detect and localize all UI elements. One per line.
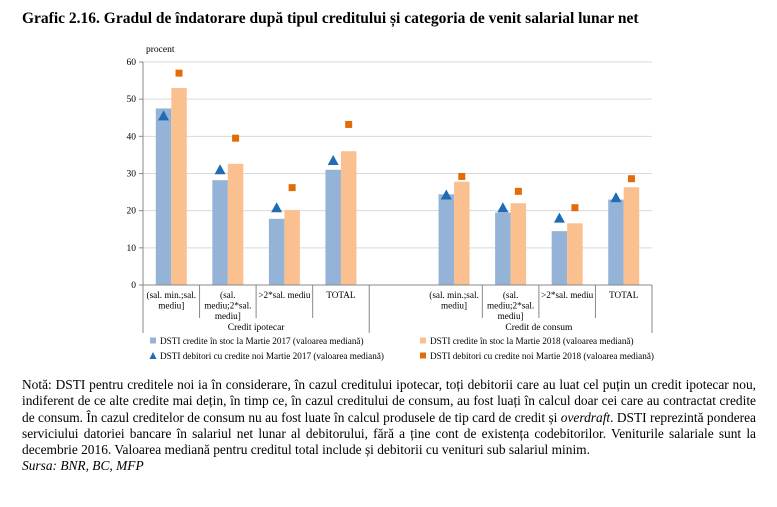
y-tick-label: 40 [127,132,137,142]
dsti-chart: 0 10 20 30 40 50 60 procent (sal. min.;sal. med… [127,45,655,361]
marker-new-2018 [232,134,240,142]
marker-new-2018 [288,184,296,192]
group-label: Credit ipotecar [228,323,286,333]
legend-swatch [420,337,426,344]
bar-stock-2017 [608,199,624,285]
marker-new-2017 [158,110,170,121]
bar-stock-2018 [171,88,187,286]
y-tick-label: 10 [127,244,137,254]
marker-new-2017 [610,192,622,203]
marker-new-2017 [327,154,339,165]
bar-stock-2017 [551,231,568,285]
marker-new-2017 [271,202,283,213]
marker-new-2018 [345,120,353,128]
category-label: TOTAL [326,290,356,300]
bar-stock-2018 [623,187,640,285]
markers [158,69,635,223]
note-text-part1: Notă: DSTI pentru creditele noi ia în co… [22,377,756,425]
bar-stock-2018 [510,203,527,285]
marker-new-2018 [458,172,466,180]
bar-stock-2018 [454,181,470,285]
legend-item: DSTI debitori cu credite noi Martie 2018… [420,351,654,361]
category-label: >2*sal. mediu [541,290,594,300]
legend-label: DSTI debitori cu credite noi Martie 2017… [160,351,384,361]
bar-stock-2018 [284,209,300,285]
bar-stock-2017 [438,194,455,285]
bar-stock-2018 [227,163,244,285]
group-label: Credit de consum [505,323,573,333]
note-paragraph: Notă: DSTI pentru creditele noi ia în co… [22,377,756,458]
y-tick-label: 30 [127,170,137,180]
chart-notes: Notă: DSTI pentru creditele noi ia în co… [22,377,756,475]
legend-swatch [149,352,157,359]
marker-new-2017 [497,202,509,213]
bar-stock-2018 [340,151,357,285]
category-label: >2*sal. mediu [258,290,311,300]
legend-swatch [150,337,156,344]
legend: DSTI credite în stoc la Martie 2017 (val… [149,336,654,361]
y-tick-label: 60 [127,58,137,68]
note-text-italic: overdraft [560,409,611,425]
marker-new-2018 [514,187,522,195]
category-label: (sal. min.;sal. mediu] [147,290,197,311]
marker-new-2017 [440,189,452,200]
marker-new-2017 [214,164,226,175]
y-tick-label: 0 [131,281,136,291]
source-line: Sursa: BNR, BC, MFP [22,458,144,474]
bar-stock-2017 [268,218,285,285]
marker-new-2017 [553,212,565,223]
x-axis: (sal. min.;sal. mediu] (sal. mediu;2*sal. me… [142,284,653,333]
y-axis-label: procent [146,45,175,55]
legend-item: DSTI debitori cu credite noi Martie 2017… [149,351,384,361]
legend-item: DSTI credite în stoc la Martie 2018 (val… [420,336,634,346]
chart-title: Grafic 2.16. Gradul de îndatorare după t… [22,10,639,27]
legend-swatch [420,352,426,359]
legend-item: DSTI credite în stoc la Martie 2017 (val… [150,336,364,346]
marker-new-2018 [571,204,579,212]
y-tick-label: 20 [127,207,137,217]
legend-label: DSTI debitori cu credite noi Martie 2018… [430,351,654,361]
marker-new-2018 [175,69,183,77]
bar-stock-2017 [155,108,172,285]
note-text-part2: . DSTI reprezintă ponderea serviciului d… [22,409,756,458]
category-label: (sal. mediu;2*sal. mediu] [204,290,251,321]
bars [155,88,640,286]
legend-label: DSTI credite în stoc la Martie 2018 (val… [430,336,634,346]
marker-new-2018 [627,175,635,183]
category-label: (sal. mediu;2*sal. mediu] [487,290,534,321]
y-axis: 0 10 20 30 40 50 60 [127,58,144,291]
y-tick-label: 50 [127,95,137,105]
legend-label: DSTI credite în stoc la Martie 2017 (val… [160,336,364,346]
bar-stock-2017 [325,169,341,285]
category-label: (sal. min.;sal. mediu] [429,290,479,311]
bar-stock-2018 [567,223,583,285]
bar-stock-2017 [212,180,228,285]
category-label: TOTAL [609,290,639,300]
bar-stock-2017 [495,212,511,285]
